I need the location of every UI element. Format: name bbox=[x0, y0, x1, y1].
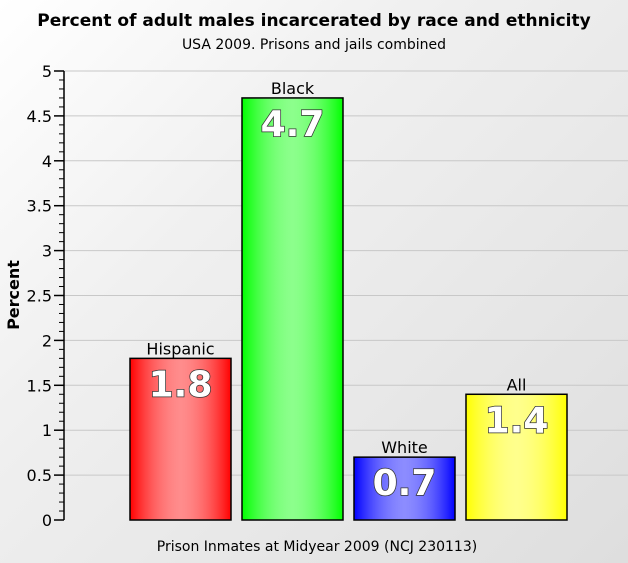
data-label: 4.7 bbox=[261, 104, 325, 145]
data-label: 1.8 bbox=[149, 364, 213, 405]
bar-shine bbox=[465, 393, 568, 521]
category-label: All bbox=[507, 375, 527, 394]
category-label: White bbox=[381, 438, 428, 457]
category-label: Black bbox=[271, 79, 315, 98]
bars: Hispanic 1.8 Black 4.7 White 0.7 All 1.4 bbox=[129, 79, 568, 521]
y-tick-label: 4.5 bbox=[27, 107, 52, 126]
y-tick-label: 0.5 bbox=[27, 466, 52, 485]
bar-shine bbox=[241, 97, 344, 521]
y-tick-label: 2 bbox=[42, 331, 52, 350]
bar-shine bbox=[353, 456, 456, 521]
x-axis-label: Prison Inmates at Midyear 2009 (NCJ 2301… bbox=[157, 539, 477, 555]
y-tick-label: 4 bbox=[42, 152, 52, 171]
chart-title: Percent of adult males incarcerated by r… bbox=[37, 11, 591, 31]
y-tick-label: 1.5 bbox=[27, 376, 52, 395]
y-tick-label: 5 bbox=[42, 62, 52, 81]
bar-shine bbox=[129, 357, 232, 521]
y-tick-label: 3.5 bbox=[27, 197, 52, 216]
data-label: 1.4 bbox=[485, 400, 549, 441]
y-axis: 0 0.5 1 1.5 2 2.5 3 3.5 4 4.5 5 bbox=[27, 62, 65, 530]
y-tick-label: 2.5 bbox=[27, 287, 52, 306]
y-tick-label: 0 bbox=[42, 511, 52, 530]
y-axis-label: Percent bbox=[4, 260, 23, 330]
category-label: Hispanic bbox=[146, 339, 214, 358]
data-label: 0.7 bbox=[373, 463, 437, 504]
chart-subtitle: USA 2009. Prisons and jails combined bbox=[181, 37, 447, 53]
y-tick-label: 1 bbox=[42, 421, 52, 440]
y-tick-label: 3 bbox=[42, 242, 52, 261]
